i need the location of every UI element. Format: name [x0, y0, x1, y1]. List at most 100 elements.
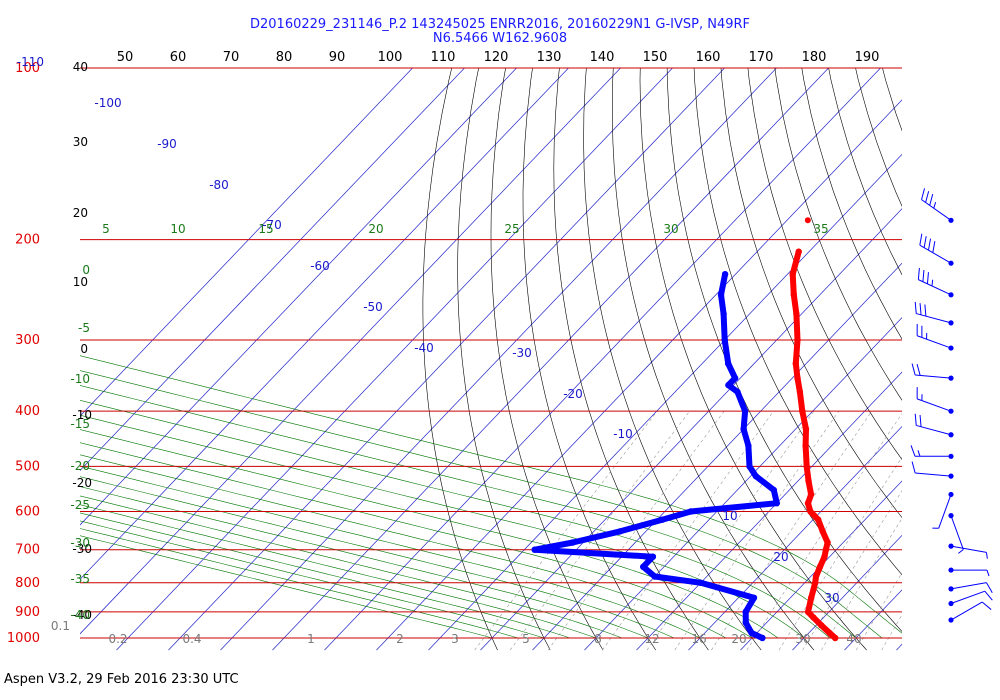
- temperature-trace-point: [803, 463, 810, 470]
- dewpoint-trace-point: [746, 463, 753, 470]
- isotherm-line: [584, 317, 902, 651]
- isotherm-line: [80, 68, 517, 526]
- wind-barb-flag: [932, 241, 936, 253]
- isobar-layer: [80, 67, 902, 639]
- grid-layer: [80, 42, 1000, 651]
- top-tick-label: 130: [537, 50, 562, 65]
- moist-adiabat-left-label: -35: [70, 572, 90, 586]
- isotherm-label: -30: [512, 346, 532, 360]
- isotherm-line: [116, 68, 673, 651]
- moist-adiabat-line: [80, 486, 649, 639]
- wind-barb-staff: [919, 244, 952, 264]
- dewpoint-trace-point: [742, 608, 749, 616]
- header-line-2: N6.5466 W162.9608: [432, 31, 568, 46]
- wind-barb-staff: [915, 374, 952, 379]
- isotherm-label: 20: [773, 550, 788, 564]
- dewpoint-trace-point: [721, 336, 728, 344]
- temperature-trace-point: [794, 336, 801, 344]
- wind-barb-flag: [922, 270, 925, 282]
- wind-barb-staff: [917, 335, 952, 349]
- wind-barb: [948, 582, 993, 594]
- temperature-trace-point: [805, 477, 812, 484]
- pressure-label: 300: [15, 333, 40, 348]
- wind-barb: [921, 188, 954, 223]
- dry-adiabat-line: [980, 42, 1000, 650]
- moist-adiabat-line: [80, 512, 571, 639]
- dewpoint-trace-point: [750, 594, 758, 601]
- moist-adiabat-label: 30: [663, 222, 678, 236]
- left-axis-label: 0: [80, 342, 88, 356]
- dewpoint-trace-point: [697, 579, 704, 586]
- dry-adiabat-line: [747, 68, 902, 460]
- left-axis-label: 30: [73, 135, 88, 149]
- wind-barb: [948, 543, 988, 559]
- left-axis-label: -20: [72, 476, 92, 490]
- temperature-trace-point: [807, 491, 815, 498]
- pressure-label: 1000: [7, 631, 40, 646]
- dry-adiabat-line: [666, 68, 902, 632]
- left-axis-label: 20: [73, 206, 88, 220]
- left-axis-label: 0.1: [51, 619, 70, 633]
- wind-barb-flag: [923, 236, 927, 248]
- wind-barb: [919, 233, 954, 266]
- mixing-ratio-label: 5: [522, 632, 530, 646]
- wind-barb-staff: [915, 472, 952, 477]
- top-tick-label: 160: [696, 50, 721, 65]
- temperature-trace-point: [810, 614, 817, 621]
- wind-barb-staff: [950, 601, 983, 621]
- wind-barb: [911, 461, 954, 479]
- mixing-ratio-label: 0.4: [182, 632, 201, 646]
- wind-barb-flag: [921, 188, 926, 200]
- dewpoint-trace-point: [687, 508, 694, 515]
- temperature-trace-point: [826, 629, 833, 637]
- dewpoint-trace-point: [734, 388, 741, 396]
- pressure-label: 900: [15, 605, 40, 620]
- dry-adiabat-line: [422, 68, 498, 651]
- temperature-trace-point: [794, 374, 801, 382]
- footer-caption: Aspen V3.2, 29 Feb 2016 23:30 UTC: [4, 672, 239, 687]
- moist-adiabat-label: 35: [813, 222, 828, 236]
- mixing-ratio-line: [778, 456, 902, 651]
- temperature-trace-point: [802, 425, 810, 433]
- pressure-label: 800: [15, 576, 40, 591]
- isotherm-label: -60: [310, 259, 330, 273]
- label-layer: 50 60 70 80 90 100 110 120 130 140 150 160 170 180 190…: [7, 50, 880, 646]
- mixing-ratio-label: 8: [594, 632, 602, 646]
- wind-barb-flag: [916, 363, 921, 376]
- isotherm-label: 10: [722, 509, 737, 523]
- temperature-trace-point: [819, 528, 826, 535]
- wind-barb-staff: [950, 515, 964, 550]
- mixing-ratio-label: 3: [451, 632, 459, 646]
- wind-barb-flag: [924, 304, 927, 317]
- dry-adiabat-line: [583, 68, 762, 651]
- isotherm-line: [80, 68, 621, 635]
- pressure-label: 100: [15, 61, 40, 76]
- temperature-trace-point: [793, 310, 800, 318]
- dry-adiabat-line: [553, 68, 709, 651]
- dry-adiabat-line: [639, 68, 867, 651]
- mixing-ratio-label: 1: [307, 632, 315, 646]
- dewpoint-trace-point: [717, 291, 725, 298]
- temperature-trace-point: [790, 291, 797, 298]
- isotherm-line: [80, 68, 569, 580]
- wind-barb: [948, 601, 992, 623]
- temperature-trace-point: [796, 388, 804, 396]
- isotherm-line: [480, 208, 902, 651]
- wind-barb-flag: [986, 582, 993, 594]
- isotherm-line: [324, 68, 881, 651]
- dewpoint-trace-point: [616, 528, 624, 535]
- top-tick-label: 80: [276, 50, 293, 65]
- top-tick-label: 90: [329, 50, 346, 65]
- wind-barb-staff: [918, 279, 952, 296]
- isotherm-line: [80, 68, 465, 472]
- dewpoint-trace-point: [759, 634, 766, 642]
- temperature-trace-point: [815, 516, 822, 523]
- wind-barb-staff: [938, 494, 952, 529]
- left-axis-label: -40: [72, 608, 92, 622]
- dry-adiabat-line: [801, 68, 902, 340]
- wind-barb-flag: [926, 272, 929, 284]
- chart-header: D20160229_231146_P.2 143245025 ENRR2016,…: [200, 18, 800, 46]
- mixing-ratio-line: [746, 413, 902, 651]
- mixing-ratio-label: 30: [795, 632, 810, 646]
